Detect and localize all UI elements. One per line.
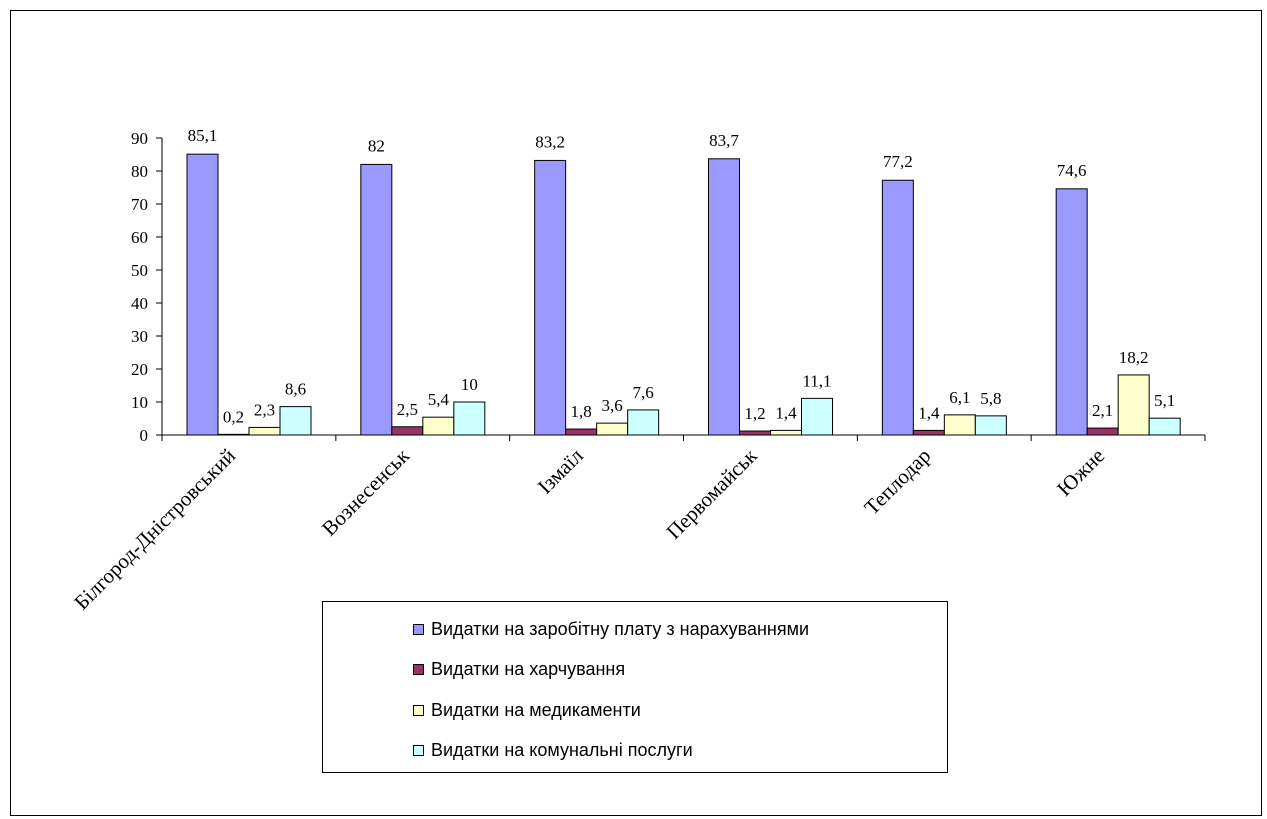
legend-item-utilities: Видатки на комунальні послуги: [413, 738, 693, 762]
y-tick-label: 0: [140, 426, 149, 445]
data-label-utilities-6: 5,1: [1154, 391, 1175, 410]
y-tick-label: 70: [131, 195, 148, 214]
legend-item-salary: Видатки на заробітну плату з нарахування…: [413, 617, 809, 641]
x-category-label: Теплодар: [859, 444, 935, 520]
y-tick-label: 20: [131, 360, 148, 379]
data-label-salary-6: 74,6: [1057, 161, 1087, 180]
bar-food-3: [565, 428, 598, 436]
legend-swatch-food: [413, 663, 424, 675]
legend-label-medicine: Видатки на медикаменти: [431, 699, 641, 720]
data-label-utilities-2: 10: [461, 375, 478, 394]
data-label-medicine-2: 5,4: [428, 390, 450, 409]
bar-utilities-5: [974, 415, 1007, 436]
x-category-label: Вознесенськ: [317, 443, 415, 541]
data-label-food-4: 1,2: [744, 404, 765, 423]
data-label-food-1: 0,2: [223, 407, 244, 426]
data-label-medicine-4: 1,4: [775, 403, 797, 422]
y-tick-label: 60: [131, 228, 148, 247]
bar-food-2: [391, 426, 424, 436]
data-label-medicine-6: 18,2: [1119, 348, 1149, 367]
legend-label-food: Видатки на харчування: [431, 658, 626, 679]
bar-food-4: [739, 430, 771, 436]
y-tick-label: 50: [131, 261, 148, 280]
legend-swatch-medicine: [413, 704, 424, 716]
chart-legend: Видатки на заробітну плату з нарахування…: [322, 601, 948, 773]
y-tick-label: 90: [131, 129, 148, 148]
data-label-utilities-1: 8,6: [285, 380, 306, 399]
legend-item-medicine: Видатки на медикаменти: [413, 698, 641, 722]
data-label-salary-5: 77,2: [883, 152, 913, 171]
data-label-utilities-5: 5,8: [980, 389, 1001, 408]
bar-salary-1: [186, 153, 219, 436]
bar-salary-3: [534, 159, 567, 436]
bar-medicine-3: [596, 422, 629, 436]
legend-swatch-utilities: [413, 744, 424, 756]
bar-medicine-5: [943, 414, 976, 436]
y-tick-label: 30: [131, 327, 148, 346]
bar-salary-4: [708, 158, 740, 436]
legend-item-food: Видатки на харчування: [413, 657, 625, 681]
bar-salary-5: [881, 179, 914, 436]
data-label-medicine-5: 6,1: [949, 388, 970, 407]
y-tick-label: 10: [131, 393, 148, 412]
bar-utilities-6: [1148, 417, 1181, 436]
bar-food-5: [912, 429, 945, 436]
x-category-label: Ізмаїл: [533, 444, 588, 499]
x-category-label: Білгород-Дністровський: [69, 444, 240, 615]
x-category-label: Южне: [1052, 444, 1109, 501]
bar-utilities-2: [453, 401, 486, 436]
bar-medicine-1: [248, 426, 281, 436]
bar-utilities-1: [279, 406, 312, 436]
data-label-utilities-3: 7,6: [633, 383, 654, 402]
data-label-food-3: 1,8: [571, 402, 592, 421]
data-label-food-6: 2,1: [1092, 401, 1113, 420]
data-label-food-5: 1,4: [918, 403, 940, 422]
bar-utilities-3: [627, 409, 660, 436]
y-tick-label: 40: [131, 294, 148, 313]
bar-medicine-2: [422, 416, 455, 436]
bar-medicine-4: [770, 429, 802, 436]
data-label-food-2: 2,5: [397, 400, 418, 419]
legend-swatch-salary: [413, 623, 424, 635]
y-tick-label: 80: [131, 162, 148, 181]
bar-utilities-4: [801, 397, 833, 436]
data-label-salary-1: 85,1: [188, 126, 218, 145]
data-label-medicine-3: 3,6: [602, 396, 623, 415]
bar-salary-2: [360, 163, 393, 436]
legend-label-salary: Видатки на заробітну плату з нарахування…: [431, 618, 810, 639]
data-label-medicine-1: 2,3: [254, 400, 275, 419]
bar-food-6: [1086, 427, 1119, 436]
data-label-utilities-4: 11,1: [802, 371, 831, 390]
data-label-salary-3: 83,2: [535, 132, 565, 151]
bar-medicine-6: [1117, 374, 1150, 436]
x-category-label: Первомайськ: [661, 443, 762, 544]
bar-salary-6: [1055, 188, 1088, 436]
data-label-salary-4: 83,7: [709, 131, 739, 150]
legend-label-utilities: Видатки на комунальні послуги: [431, 739, 693, 760]
data-label-salary-2: 82: [368, 136, 385, 155]
